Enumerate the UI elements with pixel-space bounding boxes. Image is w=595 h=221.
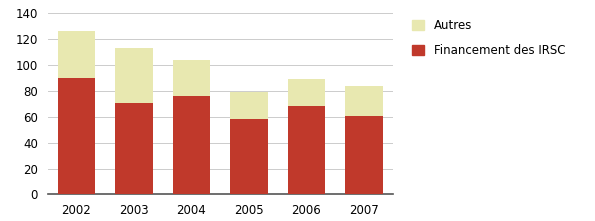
Bar <box>288 79 325 107</box>
Bar <box>115 103 152 194</box>
Bar <box>58 31 95 78</box>
Bar <box>173 60 210 96</box>
Bar <box>173 96 210 194</box>
Bar <box>345 86 383 116</box>
Bar <box>230 92 268 119</box>
Bar <box>230 119 268 194</box>
Bar <box>115 48 152 103</box>
Legend: Autres, Financement des IRSC: Autres, Financement des IRSC <box>412 19 565 57</box>
Bar <box>345 116 383 194</box>
Bar <box>288 107 325 194</box>
Bar <box>58 78 95 194</box>
